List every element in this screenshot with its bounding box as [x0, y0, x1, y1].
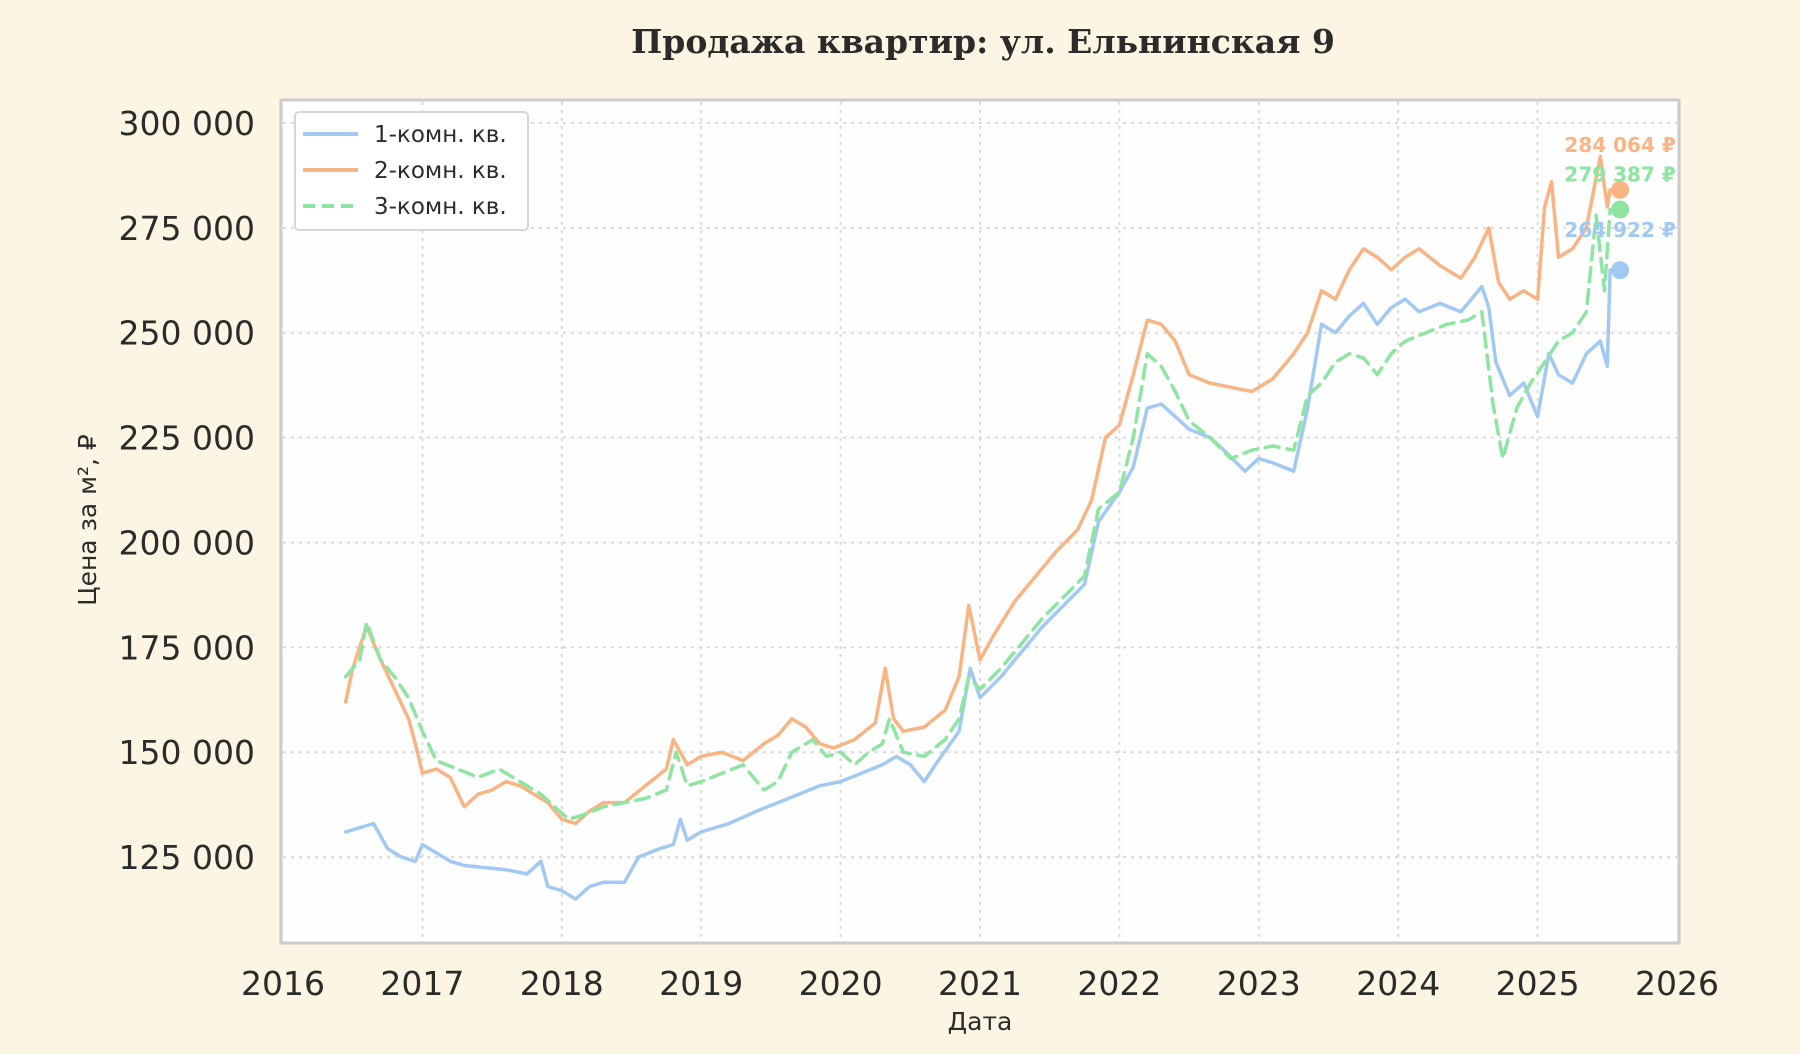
axis-ticks: 2016 2017 2018 2019 2020 2021 2022 2023 2024 2025…: [119, 104, 1719, 1003]
x-tick-label: 2017: [380, 964, 464, 1003]
y-tick-label: 150 000: [119, 733, 255, 772]
x-tick-label: 2024: [1356, 964, 1440, 1003]
end-value-label-2room: 284 064 ₽: [1564, 133, 1675, 157]
y-tick-label: 175 000: [119, 628, 255, 667]
end-value-label-1room: 264 922 ₽: [1564, 218, 1675, 242]
x-tick-label: 2016: [241, 964, 325, 1003]
end-marker-3room: [1611, 200, 1630, 219]
y-tick-label: 225 000: [119, 419, 255, 458]
end-markers: 264 922 ₽ 284 064 ₽ 279 387 ₽: [1564, 133, 1676, 280]
series-lines: [343, 154, 1612, 901]
y-tick-label: 200 000: [119, 523, 255, 562]
x-tick-label: 2026: [1635, 964, 1719, 1003]
x-axis-label: Дата: [948, 1007, 1013, 1036]
legend-box: [294, 111, 529, 231]
legend: 1-комн. кв. 2-комн. кв. 3-комн. кв.: [294, 111, 529, 231]
x-tick-label: 2018: [520, 964, 604, 1003]
x-tick-label: 2021: [938, 964, 1022, 1003]
x-tick-label: 2022: [1077, 964, 1161, 1003]
series-line-2room: [343, 154, 1612, 826]
x-tick-label: 2025: [1496, 964, 1580, 1003]
series-line-3room: [343, 207, 1612, 822]
grid: [283, 102, 1677, 941]
y-tick-label: 300 000: [119, 104, 255, 143]
x-tick-label: 2023: [1217, 964, 1301, 1003]
chart-title: Продажа квартир: ул. Ельнинская 9: [631, 22, 1335, 61]
x-tick-label: 2019: [659, 964, 743, 1003]
x-tick-label: 2020: [799, 964, 883, 1003]
legend-label-2room: 2-комн. кв.: [374, 158, 507, 184]
end-marker-2room: [1611, 180, 1630, 199]
y-tick-label: 125 000: [119, 838, 255, 877]
series-line-1room: [343, 268, 1612, 901]
legend-label-3room: 3-комн. кв.: [374, 194, 507, 220]
legend-label-1room: 1-комн. кв.: [374, 122, 507, 148]
y-tick-label: 275 000: [119, 209, 255, 248]
y-axis-label: Цена за м², ₽: [73, 434, 102, 606]
y-tick-label: 250 000: [119, 314, 255, 353]
end-marker-1room: [1611, 261, 1630, 280]
end-value-label-3room: 279 387 ₽: [1564, 162, 1675, 186]
